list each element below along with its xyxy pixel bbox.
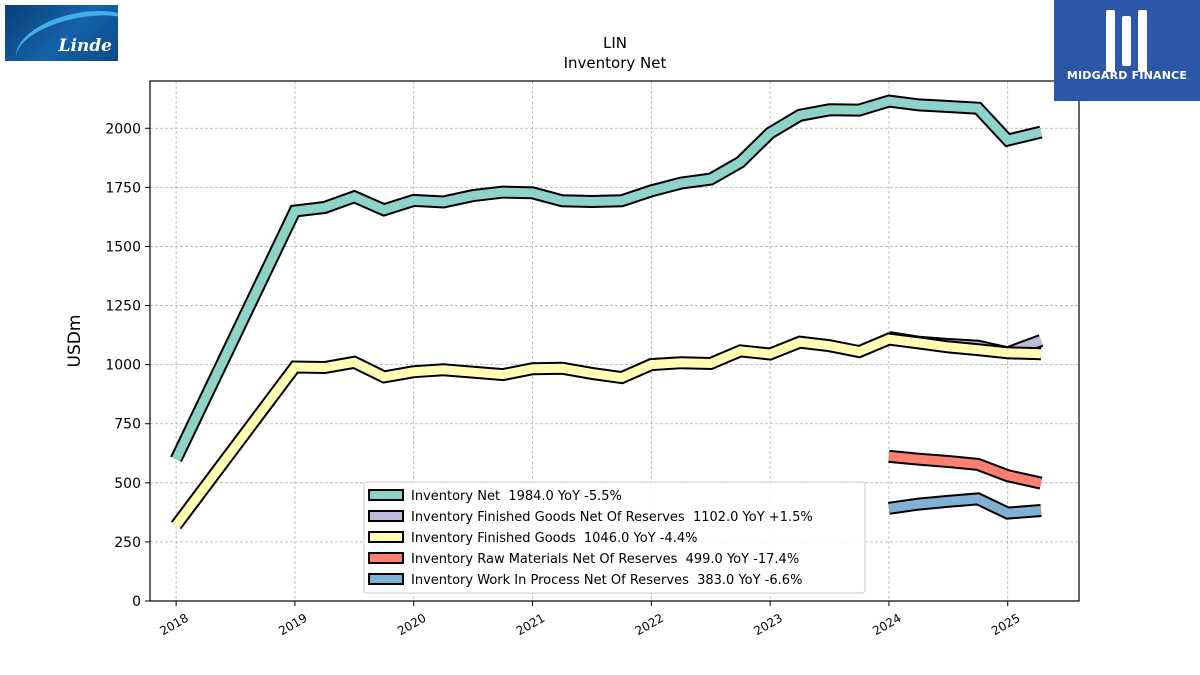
midgard-logo-text: MIDGARD FINANCE (1066, 69, 1188, 82)
y-axis-label: USDm (65, 315, 85, 368)
legend-swatch (368, 489, 404, 501)
linde-logo: Linde (5, 5, 118, 61)
y-tick-label: 1500 (105, 239, 141, 255)
legend-swatch (368, 510, 404, 522)
x-tick-label: 2020 (395, 611, 428, 638)
x-tick-label: 2025 (989, 611, 1022, 638)
x-tick-label: 2023 (751, 611, 784, 638)
y-tick-label: 500 (114, 476, 141, 492)
series-3-line (172, 334, 1042, 529)
y-tick-label: 1000 (105, 358, 141, 374)
y-tick-label: 1250 (105, 299, 141, 315)
midgard-monogram-icon (1104, 10, 1150, 72)
x-axis: 2018 2019 2020 2021 2022 2023 2024 2025 (157, 601, 1022, 638)
legend-swatch (368, 552, 404, 564)
x-tick-label: 2018 (157, 611, 190, 638)
x-tick-label: 2024 (870, 611, 903, 638)
y-tick-label: 1750 (105, 180, 141, 196)
legend-swatch (368, 573, 404, 585)
x-tick-label: 2019 (276, 611, 309, 638)
chart-subtitle: Inventory Net (564, 54, 667, 72)
legend-box (363, 481, 866, 594)
legend-entry: Inventory Work In Process Net Of Reserve… (411, 573, 802, 588)
linde-logo-text: Linde (58, 36, 112, 56)
y-tick-label: 250 (114, 535, 141, 551)
legend: Inventory Net 1984.0 YoY -5.5% Inventory … (363, 481, 866, 594)
series-1-line (172, 96, 1043, 462)
series-4-line (888, 451, 1042, 488)
legend-entry: Inventory Finished Goods Net Of Reserves… (411, 510, 813, 525)
plot-frame (149, 80, 1080, 602)
legend-entry: Inventory Net 1984.0 YoY -5.5% (411, 489, 622, 504)
y-tick-label: 0 (132, 594, 141, 610)
series-group (170, 94, 1044, 530)
legend-entry: Inventory Raw Materials Net Of Reserves … (411, 552, 799, 567)
chart-title: LIN (603, 34, 627, 52)
legend-swatch (368, 531, 404, 543)
midgard-finance-logo: MIDGARD FINANCE (1054, 0, 1200, 101)
y-tick-label: 750 (114, 417, 141, 433)
x-tick-label: 2022 (633, 611, 666, 638)
series-5-line (888, 494, 1042, 518)
legend-entry: Inventory Finished Goods 1046.0 YoY -4.4… (411, 531, 697, 546)
y-tick-label: 2000 (105, 121, 141, 137)
series-1-outline (170, 94, 1043, 463)
y-axis: 0 250 500 750 1000 1250 1500 1750 2000 (105, 121, 150, 610)
x-tick-label: 2021 (514, 611, 547, 638)
